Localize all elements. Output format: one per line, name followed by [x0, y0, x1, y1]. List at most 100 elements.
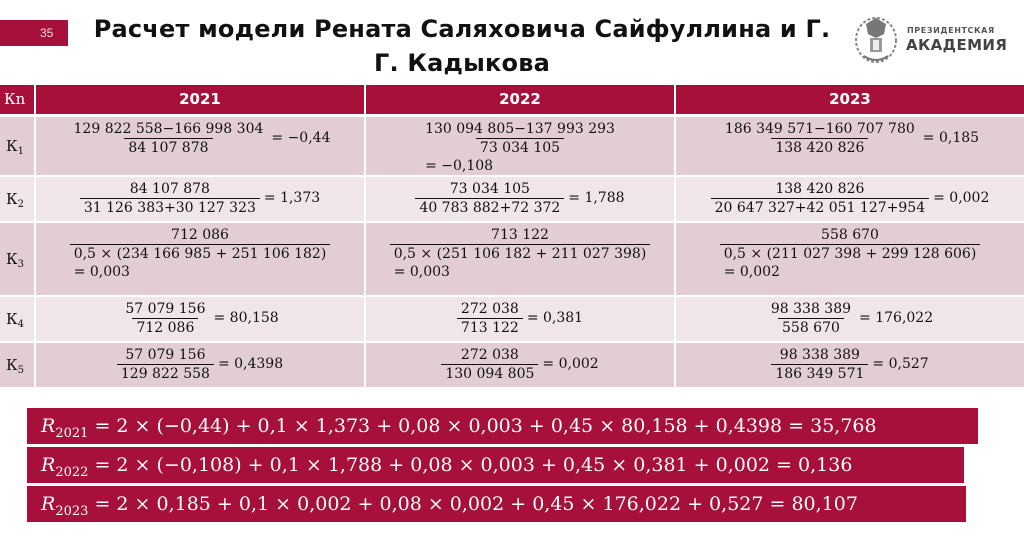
header-year: 2021: [34, 85, 365, 117]
row-label-index: 4: [17, 319, 24, 330]
table-row: К2 84 107 878 31 126 383+30 127 323 = 1,373…: [0, 175, 1024, 223]
result-value: = 0,002: [933, 190, 990, 206]
fraction: 98 338 389 186 349 571: [771, 346, 869, 383]
fraction: 98 338 389 558 670: [767, 300, 855, 337]
result-value: = −0,108: [425, 157, 494, 174]
numerator: 98 338 389: [779, 346, 860, 363]
formula-cell: 73 034 105 40 783 882+72 372 = 1,788: [364, 175, 675, 223]
numerator: 98 338 389: [770, 300, 852, 317]
slide-number: 35: [40, 26, 54, 40]
fraction: 138 420 826 20 647 327+42 051 127+954: [710, 180, 930, 217]
numerator: 57 079 156: [125, 300, 206, 317]
denominator: 0,5 × (211 027 398 + 299 128 606): [719, 243, 981, 263]
table-row: К1 129 822 558−166 998 304 84 107 878 = −0,…: [0, 115, 1024, 177]
denominator: 558 670: [778, 317, 844, 337]
numerator: 84 107 878: [129, 180, 210, 197]
row-label: К1: [0, 115, 35, 177]
formula-cell: 98 338 389 558 670 = 176,022: [674, 295, 1024, 343]
denominator: 31 126 383+30 127 323: [79, 197, 260, 217]
result-value: = 80,158: [213, 310, 279, 326]
result-value: = 0,003: [393, 263, 450, 280]
fraction: 272 038 130 094 805: [441, 346, 539, 383]
row-label-k: К: [6, 250, 18, 268]
denominator: 712 086: [132, 317, 199, 337]
result-value: = 0,4398: [217, 356, 284, 372]
logo-text-line2: АКАДЕМИЯ: [906, 36, 1008, 54]
numerator: 73 034 105: [449, 180, 530, 197]
formula-cell: 558 670 0,5 × (211 027 398 + 299 128 606)…: [674, 221, 1024, 297]
fraction: 130 094 805−137 993 293 73 034 105: [421, 120, 619, 157]
result-value: = 176,022: [859, 310, 934, 326]
denominator: 0,5 × (251 106 182 + 211 027 398): [389, 243, 651, 263]
numerator: 272 038: [460, 346, 519, 363]
formula-cell: 138 420 826 20 647 327+42 051 127+954 = 0,…: [674, 175, 1024, 223]
numerator: 57 079 156: [125, 346, 206, 363]
denominator: 40 783 882+72 372: [415, 197, 565, 217]
result-year: 2022: [55, 465, 89, 480]
row-label: К3: [0, 221, 35, 297]
formula-cell: 186 349 571−160 707 780 138 420 826 = 0,18…: [674, 115, 1024, 177]
row-label-index: 5: [17, 365, 24, 376]
logo-text-line1: ПРЕЗИДЕНТСКАЯ: [907, 26, 995, 35]
numerator: 713 122: [491, 226, 549, 243]
numerator: 272 038: [460, 300, 519, 317]
row-label: К4: [0, 295, 35, 343]
result-year: 2023: [55, 504, 89, 519]
row-label-index: 2: [17, 199, 24, 210]
fraction: 272 038 713 122: [456, 300, 523, 337]
table-row: К3 712 086 0,5 × (234 166 985 + 251 106 18…: [0, 221, 1024, 297]
result-value: = 0,002: [723, 263, 780, 280]
formula-cell: 713 122 0,5 × (251 106 182 + 211 027 398)…: [364, 221, 675, 297]
denominator: 20 647 327+42 051 127+954: [710, 197, 930, 217]
row-label: К5: [0, 341, 35, 389]
fraction: 57 079 156 129 822 558: [116, 346, 214, 383]
result-value: = 1,373: [263, 190, 321, 206]
denominator: 186 349 571: [771, 363, 869, 383]
table-row: К5 57 079 156 129 822 558 = 0,4398 272 038 13…: [0, 341, 1024, 389]
fraction: 84 107 878 31 126 383+30 127 323: [79, 180, 260, 217]
denominator: 0,5 × (234 166 985 + 251 106 182): [69, 243, 331, 263]
numerator: 130 094 805−137 993 293: [425, 120, 615, 137]
row-label-k: К: [6, 310, 18, 328]
formula-cell: 57 079 156 129 822 558 = 0,4398: [34, 341, 365, 389]
numerator: 712 086: [171, 226, 229, 243]
slide-number-bar: [0, 20, 68, 46]
table-row: К4 57 079 156 712 086 = 80,158 272 038 713 12…: [0, 295, 1024, 343]
row-label-index: 1: [17, 146, 24, 157]
row-label: К2: [0, 175, 35, 223]
row-label-k: К: [6, 137, 18, 155]
numerator: 558 670: [821, 226, 879, 243]
page-title: Расчет модели Рената Саляховича Сайфулли…: [93, 15, 831, 77]
result-value: = 0,003: [73, 263, 130, 280]
result-year: 2021: [55, 426, 89, 441]
result-bar-2023: R2023 = 2 × 0,185 + 0,1 × 0,002 + 0,08 ×…: [27, 486, 966, 522]
result-variable: R: [41, 493, 56, 515]
result-value: = 0,185: [922, 130, 980, 146]
formula-cell: 57 079 156 712 086 = 80,158: [34, 295, 365, 343]
formula-cell: 272 038 130 094 805 = 0,002: [364, 341, 675, 389]
result-variable: R: [41, 415, 56, 437]
header-year: 2022: [364, 85, 675, 117]
fraction: 57 079 156 712 086: [121, 300, 209, 337]
row-label-k: К: [6, 190, 18, 208]
denominator: 129 822 558: [116, 363, 214, 383]
academy-logo: ПРЕЗИДЕНТСКАЯ АКАДЕМИЯ: [852, 12, 1007, 72]
fraction: 713 122 0,5 × (251 106 182 + 211 027 398): [389, 226, 651, 263]
result-expression: = 2 × 0,185 + 0,1 × 0,002 + 0,08 × 0,002…: [88, 493, 858, 515]
fraction: 73 034 105 40 783 882+72 372: [415, 180, 565, 217]
fraction: 558 670 0,5 × (211 027 398 + 299 128 606): [719, 226, 981, 263]
header-year: 2023: [674, 85, 1024, 117]
numerator: 186 349 571−160 707 780: [724, 120, 915, 137]
fraction: 129 822 558−166 998 304 84 107 878: [70, 120, 268, 157]
coefficients-table: Кn 2021 2022 2023 К1 129 822 558−166 998 …: [0, 85, 1024, 389]
denominator: 138 420 826: [771, 137, 869, 157]
result-value: = 1,788: [568, 190, 625, 206]
result-variable: R: [41, 454, 56, 476]
row-label-k: К: [6, 356, 18, 374]
formula-cell: 84 107 878 31 126 383+30 127 323 = 1,373: [34, 175, 365, 223]
fraction: 186 349 571−160 707 780 138 420 826: [721, 120, 919, 157]
result-value: = 0,002: [542, 356, 599, 372]
result-bar-2021: R2021 = 2 × (−0,44) + 0,1 × 1,373 + 0,08…: [27, 408, 978, 444]
denominator: 73 034 105: [475, 137, 565, 157]
row-label-index: 3: [17, 259, 24, 270]
